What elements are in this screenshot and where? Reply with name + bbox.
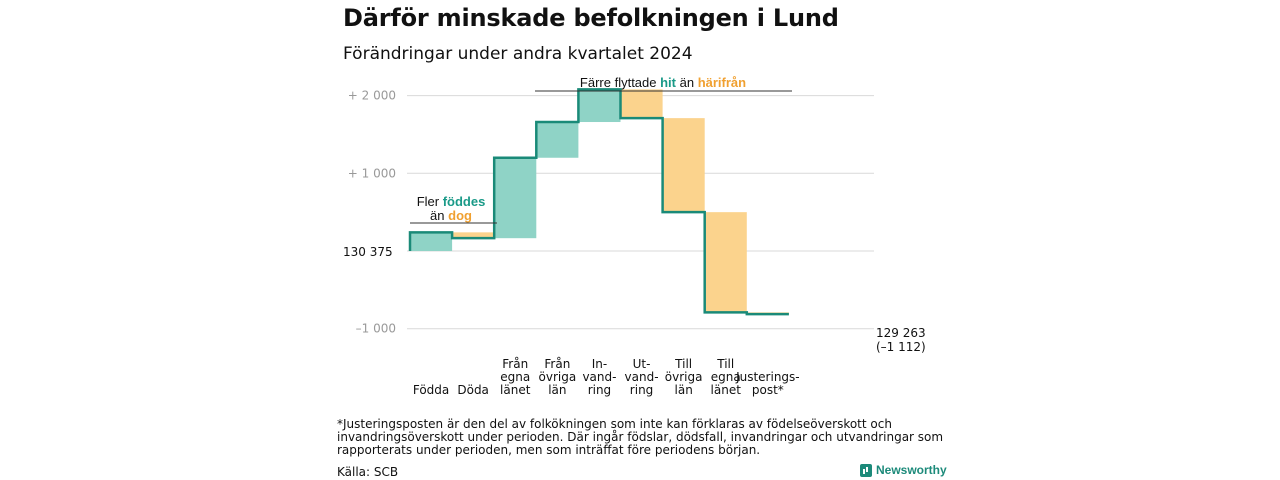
- newsworthy-icon: [860, 463, 872, 477]
- category-label: Till egna länet: [711, 357, 742, 397]
- brand-name: Newsworthy: [876, 463, 947, 477]
- bar-1: [411, 232, 453, 251]
- y-tick-labels: + 2 000 + 1 000 –1 000: [348, 89, 396, 336]
- chart-title: Därför minskade befolkningen i Lund: [343, 4, 839, 32]
- footnote: *Justeringsposten är den del av folkökni…: [337, 417, 944, 457]
- bar-2: [453, 232, 495, 239]
- y-tick-label: + 1 000: [348, 166, 396, 180]
- waterfall-chart: + 2 000 + 1 000 –1 000 Födda Döda Från egna lä…: [343, 75, 926, 397]
- category-label: Till övriga län: [665, 357, 703, 397]
- harifran-highlight: härifrån: [698, 75, 746, 90]
- waterfall-step-line: [408, 88, 789, 316]
- source-label: Källa: SCB: [337, 465, 399, 479]
- category-label: Ut-vand-ring: [625, 357, 659, 397]
- category-label: Från egna länet: [500, 357, 531, 397]
- fler-highlight: föddes: [443, 194, 486, 209]
- category-label: In-vand-ring: [582, 357, 616, 397]
- annotations: Fler föddes än dog Färre flyttade hit än…: [410, 75, 792, 224]
- category-labels: Födda Döda Från egna länet Från övriga länIn-va…: [413, 357, 800, 397]
- bar-4: [537, 122, 579, 158]
- step-line: [408, 88, 789, 316]
- newsworthy-logo: Newsworthy: [860, 463, 947, 477]
- start-value-label: 130 375: [343, 245, 393, 259]
- bar-6: [621, 89, 663, 119]
- chart-subtitle: Förändringar under andra kvartalet 2024: [343, 44, 693, 64]
- bar-5: [579, 89, 621, 123]
- category-label: Födda: [413, 383, 449, 397]
- fler-annotation-line2: än dog: [430, 208, 472, 223]
- fler-annotation-line1: Fler föddes: [417, 194, 486, 209]
- category-label: Döda: [457, 383, 489, 397]
- category-label: Justerings-post*: [735, 370, 800, 397]
- grid-lines: [407, 95, 874, 330]
- hit-highlight: hit: [660, 75, 677, 90]
- end-change-label: (–1 112): [876, 340, 926, 354]
- bar-3: [495, 157, 537, 239]
- y-tick-label: –1 000: [356, 322, 396, 336]
- dog-highlight: dog: [448, 208, 472, 223]
- end-value-label: 129 263: [876, 326, 926, 340]
- bars: [411, 89, 789, 315]
- y-tick-label: + 2 000: [348, 89, 396, 103]
- bar-7: [663, 118, 705, 213]
- farre-annotation: Färre flyttade hit än härifrån: [580, 75, 746, 90]
- bar-8: [705, 212, 747, 313]
- category-label: Från övriga län: [539, 357, 577, 397]
